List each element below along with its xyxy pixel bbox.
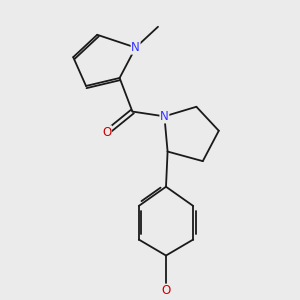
- Text: N: N: [160, 110, 169, 123]
- Text: O: O: [161, 284, 171, 297]
- Text: O: O: [102, 126, 111, 139]
- Text: N: N: [131, 41, 140, 54]
